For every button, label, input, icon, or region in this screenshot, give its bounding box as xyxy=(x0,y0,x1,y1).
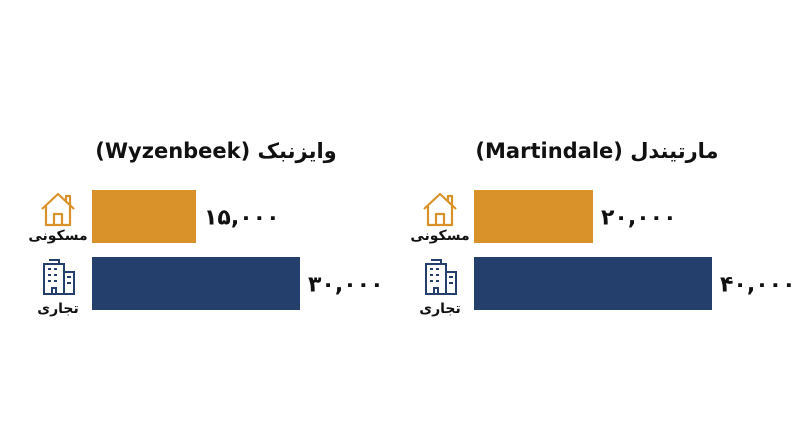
bar xyxy=(474,257,712,310)
house-icon xyxy=(423,192,457,227)
bar xyxy=(474,190,593,243)
value-label: ۳۰,۰۰۰ xyxy=(308,273,384,298)
category-label: تجاری xyxy=(419,301,461,317)
bar xyxy=(92,190,196,243)
house-icon xyxy=(41,192,75,227)
value-label: ۲۰,۰۰۰ xyxy=(601,206,677,231)
value-label: ۱۵,۰۰۰ xyxy=(204,206,280,231)
building-icon xyxy=(425,259,457,295)
category-label: مسکونی xyxy=(410,228,469,244)
chart-title: وایزنبک (Wyzenbeek) xyxy=(95,139,336,163)
category-label: مسکونی xyxy=(28,228,87,244)
value-label: ۴۰,۰۰۰ xyxy=(720,273,796,298)
building-icon xyxy=(43,259,75,295)
chart-title: مارتیندل (Martindale) xyxy=(475,139,718,163)
bar xyxy=(92,257,300,310)
category-label: تجاری xyxy=(37,301,79,317)
